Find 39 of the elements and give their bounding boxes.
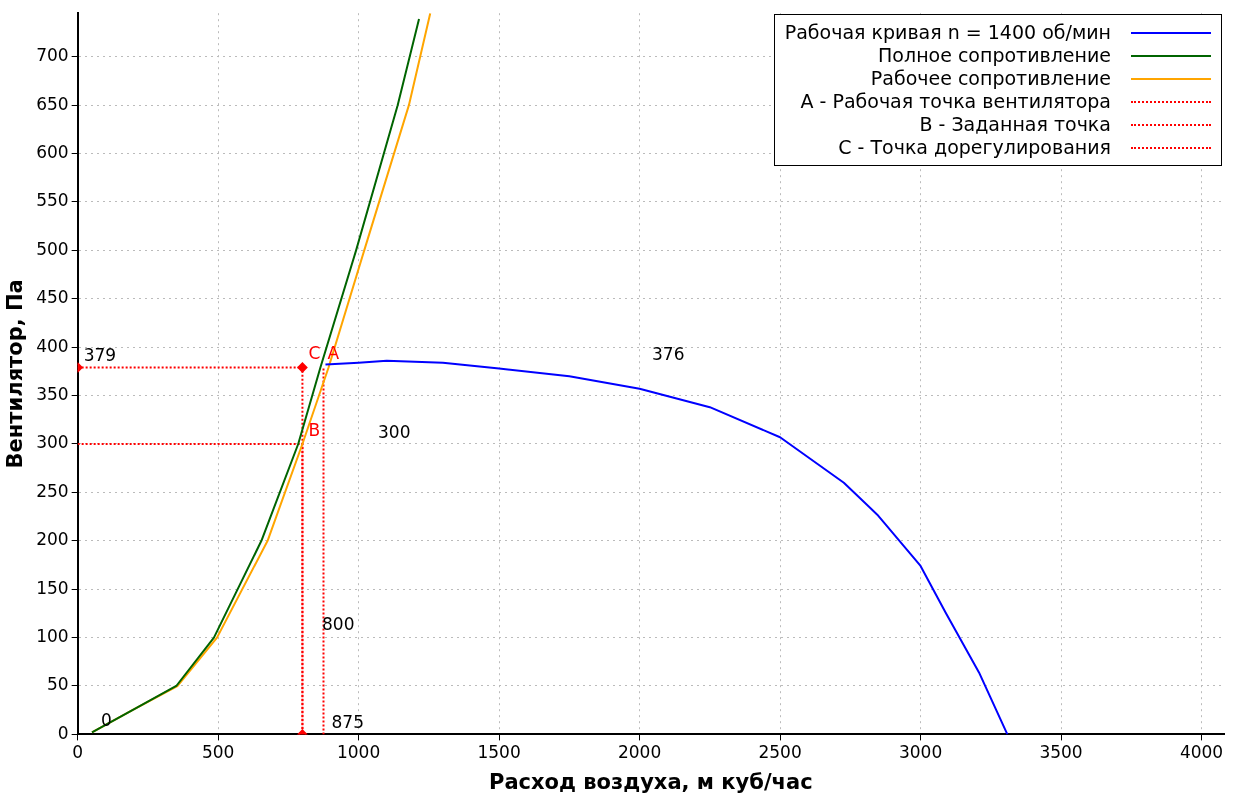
y-tick-label: 150 bbox=[36, 577, 69, 598]
annotation: C bbox=[308, 343, 321, 364]
x-tick-label: 0 bbox=[72, 742, 84, 763]
y-tick-label: 250 bbox=[36, 480, 69, 501]
legend-label: C - Точка дорегулирования bbox=[838, 136, 1111, 159]
x-tick-label: 3000 bbox=[898, 742, 943, 763]
y-axis-title: Вентилятор, Па bbox=[3, 279, 28, 469]
y-tick-label: 400 bbox=[36, 335, 69, 356]
x-axis-title: Расход воздуха, м куб/час bbox=[489, 769, 813, 794]
y-tick-label: 200 bbox=[36, 529, 69, 550]
legend-label: Полное сопротивление bbox=[878, 44, 1111, 67]
legend-label: Рабочее сопротивление bbox=[870, 67, 1111, 90]
x-tick-label: 1500 bbox=[477, 742, 521, 763]
y-tick-label: 500 bbox=[36, 238, 69, 259]
x-tick-label: 2500 bbox=[758, 742, 802, 763]
y-tick-label: 450 bbox=[36, 287, 69, 308]
y-tick-label: 600 bbox=[36, 141, 69, 162]
legend-label: A - Рабочая точка вентилятора bbox=[800, 90, 1111, 113]
legend-label: Рабочая кривая n = 1400 об/мин bbox=[784, 21, 1111, 44]
annotation: 376 bbox=[652, 343, 685, 364]
annotation: B bbox=[308, 419, 321, 440]
annotation: 379 bbox=[83, 345, 117, 366]
y-tick-label: 650 bbox=[36, 93, 69, 114]
y-tick-label: 700 bbox=[36, 45, 69, 66]
y-tick-label: 300 bbox=[36, 432, 69, 453]
y-tick-label: 550 bbox=[36, 190, 69, 211]
x-tick-label: 1000 bbox=[336, 742, 381, 763]
y-tick-label: 100 bbox=[36, 626, 69, 647]
x-tick-label: 3500 bbox=[1039, 742, 1083, 763]
annotation: 800 bbox=[322, 613, 355, 634]
y-tick-label: 0 bbox=[57, 722, 69, 743]
x-tick-label: 4000 bbox=[1179, 742, 1224, 763]
y-tick-label: 350 bbox=[36, 384, 69, 404]
annotation: 300 bbox=[378, 421, 411, 442]
annotation: 875 bbox=[331, 712, 364, 733]
x-tick-label: 2000 bbox=[617, 742, 662, 763]
x-tick-label: 500 bbox=[201, 742, 235, 763]
legend-label: B - Заданная точка bbox=[919, 113, 1111, 136]
y-tick-label: 50 bbox=[47, 674, 69, 695]
